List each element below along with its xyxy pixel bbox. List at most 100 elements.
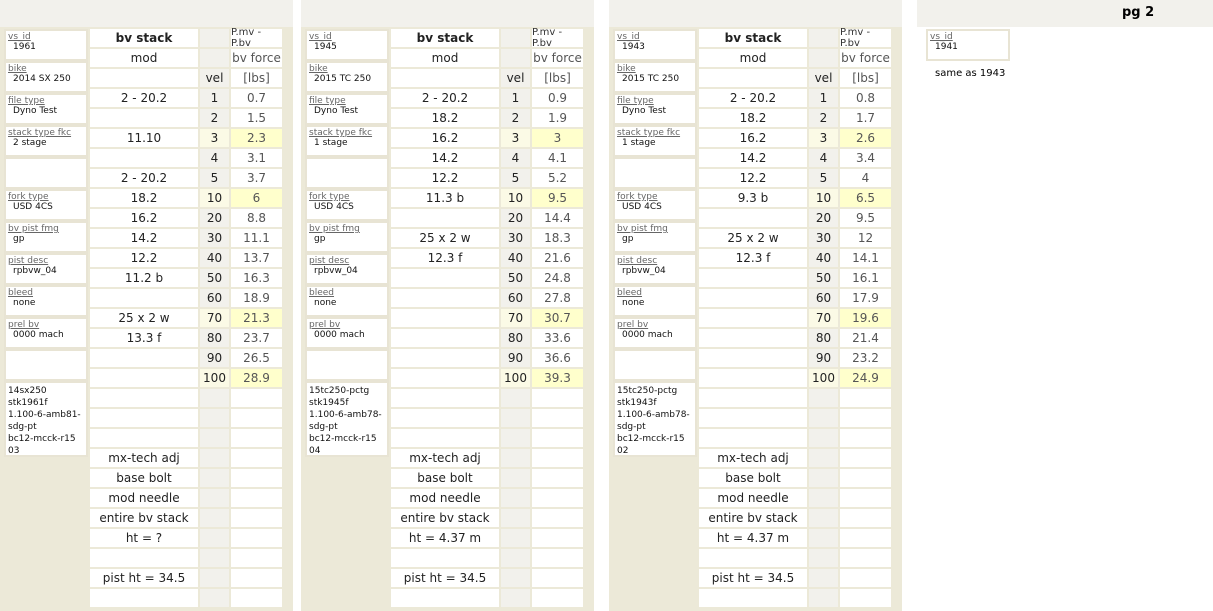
header-blank — [808, 28, 839, 48]
table-row: 90 26.5 — [89, 348, 283, 368]
empty-cell — [531, 588, 584, 608]
pist-desc-link[interactable]: pist desc — [309, 256, 350, 266]
vel-cell: 5 — [199, 168, 230, 188]
empty-cell — [500, 448, 531, 468]
fork-type-value: USD 4CS — [622, 202, 662, 212]
vs-id-link[interactable]: vs_id — [309, 32, 332, 42]
empty-cell — [500, 488, 531, 508]
fork-type-link[interactable]: fork type — [617, 192, 658, 202]
footer-cell — [89, 588, 199, 608]
vel-cell: 80 — [500, 328, 531, 348]
empty-cell — [230, 408, 283, 428]
table-row: 70 30.7 — [390, 308, 584, 328]
record-panel: vs_id 1943 bike 2015 TC 250 file type Dyno Te… — [609, 0, 902, 611]
header-bv-stack: bv stack — [89, 28, 199, 48]
bike-link[interactable]: bike — [8, 64, 27, 74]
stack-type-link[interactable]: stack type fkc — [8, 128, 72, 138]
header-bv-force: bv force — [230, 48, 283, 68]
file-type-link[interactable]: file type — [617, 96, 654, 106]
table-row: vel [lbs] — [390, 68, 584, 88]
force-cell: 24.9 — [839, 368, 892, 388]
bv-pist-fmg-link[interactable]: bv pist fmg — [309, 224, 360, 234]
table-row: pist ht = 34.5 — [390, 568, 584, 588]
bike-link[interactable]: bike — [617, 64, 636, 74]
header-unit: [lbs] — [230, 68, 283, 88]
vel-cell: 1 — [808, 88, 839, 108]
mod-cell — [390, 328, 500, 348]
vel-cell: 70 — [500, 308, 531, 328]
empty-cell — [199, 588, 230, 608]
bleed-link[interactable]: bleed — [617, 288, 643, 298]
footer-cell — [89, 388, 199, 408]
table-row: 25 x 2 w 30 12 — [698, 228, 892, 248]
table-row: 18.2 2 1.9 — [390, 108, 584, 128]
prel-bv-link[interactable]: prel bv — [8, 320, 40, 330]
mod-cell — [698, 308, 808, 328]
bv-pist-fmg-link[interactable]: bv pist fmg — [617, 224, 668, 234]
vs-id-link[interactable]: vs_id — [930, 32, 953, 42]
stack-type-card: stack type fkc 1 stage — [613, 125, 697, 157]
bv-pist-fmg-card: bv pist fmg gp — [4, 221, 88, 253]
bike-link[interactable]: bike — [309, 64, 328, 74]
file-type-link[interactable]: file type — [309, 96, 346, 106]
footer-cell — [390, 548, 500, 568]
fork-type-link[interactable]: fork type — [8, 192, 49, 202]
bv-pist-fmg-value: gp — [314, 234, 326, 244]
mod-cell: 16.2 — [390, 128, 500, 148]
file-type-link[interactable]: file type — [8, 96, 45, 106]
panel-body: vs_id 1943 bike 2015 TC 250 file type Dyno Te… — [609, 27, 902, 611]
mod-cell — [698, 328, 808, 348]
mod-cell — [390, 288, 500, 308]
vs-id-card: vs_id 1961 — [4, 29, 88, 61]
header-blank — [500, 28, 531, 48]
table-row — [89, 408, 283, 428]
pist-desc-link[interactable]: pist desc — [617, 256, 658, 266]
header-bv-force: bv force — [839, 48, 892, 68]
bv-pist-fmg-value: gp — [13, 234, 25, 244]
vel-cell: 80 — [808, 328, 839, 348]
table-row: 4 3.1 — [89, 148, 283, 168]
empty-cell — [531, 548, 584, 568]
vel-cell: 60 — [808, 288, 839, 308]
table-row — [698, 388, 892, 408]
fork-type-link[interactable]: fork type — [309, 192, 350, 202]
vs-id-link[interactable]: vs_id — [8, 32, 31, 42]
table-row: 12.3 f 40 14.1 — [698, 248, 892, 268]
empty-cell — [808, 468, 839, 488]
mod-cell: 2 - 20.2 — [89, 88, 199, 108]
table-row: 2 - 20.2 1 0.9 — [390, 88, 584, 108]
footer-cell: base bolt — [89, 468, 199, 488]
header-blank — [390, 68, 500, 88]
table-row: bv stack P.mv - P.bv — [89, 27, 283, 49]
stack-type-link[interactable]: stack type fkc — [617, 128, 681, 138]
vel-cell: 60 — [500, 288, 531, 308]
table-row: 100 39.3 — [390, 368, 584, 388]
footer-cell: entire bv stack — [89, 508, 199, 528]
mod-cell: 12.2 — [390, 168, 500, 188]
empty-cell — [199, 528, 230, 548]
table-row: entire bv stack — [89, 508, 283, 528]
vs-id-link[interactable]: vs_id — [617, 32, 640, 42]
prel-bv-link[interactable]: prel bv — [617, 320, 649, 330]
force-cell: 0.7 — [230, 88, 283, 108]
table-row — [698, 548, 892, 568]
table-row: mx-tech adj — [89, 448, 283, 468]
mod-cell: 25 x 2 w — [698, 228, 808, 248]
prel-bv-link[interactable]: prel bv — [309, 320, 341, 330]
footer-cell: pist ht = 34.5 — [698, 568, 808, 588]
prel-bv-card: prel bv 0000 mach — [4, 317, 88, 349]
stack-type-link[interactable]: stack type fkc — [309, 128, 373, 138]
footer-cell: ht = 4.37 m — [698, 528, 808, 548]
table-row — [89, 588, 283, 608]
table-row: mod needle — [698, 488, 892, 508]
bv-pist-fmg-link[interactable]: bv pist fmg — [8, 224, 59, 234]
page2-header — [917, 0, 1213, 27]
bleed-link[interactable]: bleed — [309, 288, 335, 298]
table-row — [390, 588, 584, 608]
force-cell: 30.7 — [531, 308, 584, 328]
empty-cell — [500, 508, 531, 528]
force-cell: 3.4 — [839, 148, 892, 168]
force-cell: 16.3 — [230, 268, 283, 288]
pist-desc-link[interactable]: pist desc — [8, 256, 49, 266]
bleed-link[interactable]: bleed — [8, 288, 34, 298]
